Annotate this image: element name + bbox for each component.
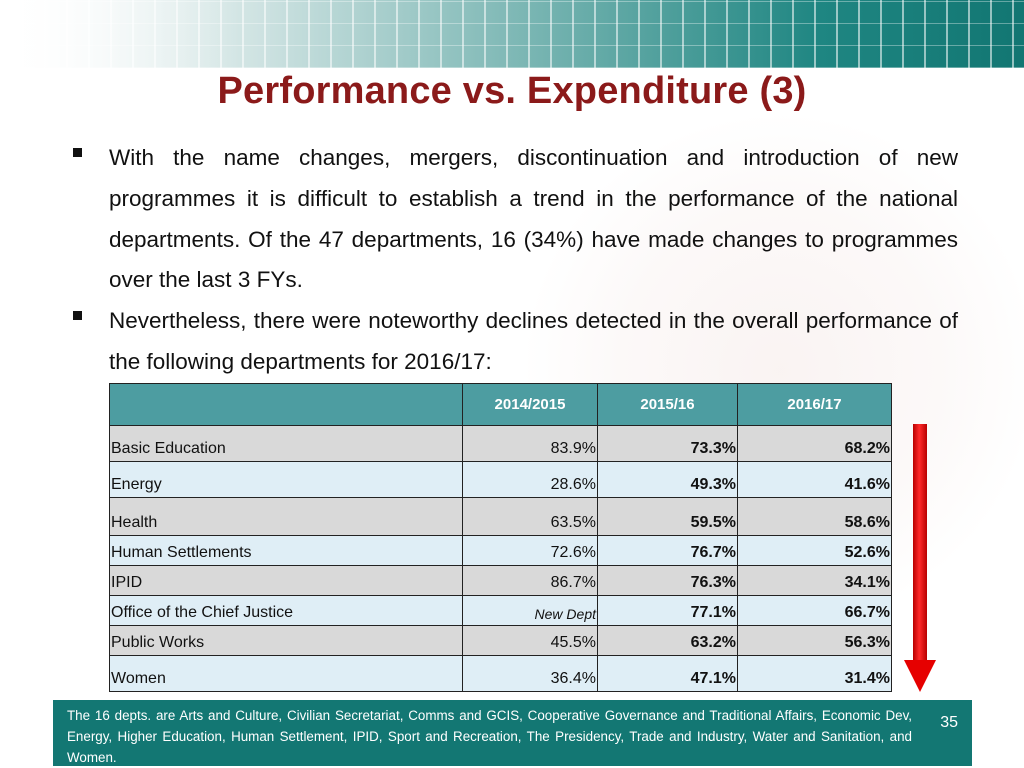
value-2016-17: 56.3% (737, 625, 892, 656)
value-2015-16: 73.3% (597, 425, 738, 462)
slide-title: Performance vs. Expenditure (3) (217, 70, 807, 112)
value-2016-17: 34.1% (737, 565, 892, 596)
value-2015-16: 77.1% (597, 595, 738, 626)
value-2015-16: 47.1% (597, 655, 738, 692)
table-row: Human Settlements 72.6% 76.7% 52.6% (109, 535, 892, 566)
value-2014-2015: 86.7% (462, 565, 598, 596)
table-header-row: 2014/2015 2015/16 2016/17 (109, 383, 892, 426)
value-2015-16: 76.7% (597, 535, 738, 566)
value-2015-16: 76.3% (597, 565, 738, 596)
value-2014-2015: 36.4% (462, 655, 598, 692)
performance-table: 2014/2015 2015/16 2016/17 Basic Educatio… (109, 383, 892, 692)
square-bullet-icon (73, 148, 82, 157)
column-header-2015-16: 2015/16 (597, 383, 738, 426)
department-name: Women (109, 655, 463, 692)
value-2016-17: 58.6% (737, 497, 892, 536)
department-name: Human Settlements (109, 535, 463, 566)
value-2014-2015: 83.9% (462, 425, 598, 462)
footer-note-box: The 16 depts. are Arts and Culture, Civi… (53, 700, 972, 766)
column-header-department (109, 383, 463, 426)
value-2016-17: 31.4% (737, 655, 892, 692)
value-2014-2015: 28.6% (462, 461, 598, 498)
table-row: Women 36.4% 47.1% 31.4% (109, 655, 892, 692)
value-2015-16: 49.3% (597, 461, 738, 498)
bullet-item: Nevertheless, there were noteworthy decl… (72, 301, 958, 383)
down-arrow-icon (904, 424, 936, 692)
page-number: 35 (940, 714, 958, 731)
department-name: Office of the Chief Justice (109, 595, 463, 626)
department-name: IPID (109, 565, 463, 596)
bullet-text: With the name changes, mergers, disconti… (109, 145, 958, 293)
department-name: Health (109, 497, 463, 536)
table-row: Office of the Chief Justice New Dept 77.… (109, 595, 892, 626)
table-row: Public Works 45.5% 63.2% 56.3% (109, 625, 892, 656)
value-2016-17: 52.6% (737, 535, 892, 566)
table-row: Energy 28.6% 49.3% 41.6% (109, 461, 892, 498)
footer-note-text: The 16 depts. are Arts and Culture, Civi… (67, 708, 912, 765)
value-2016-17: 68.2% (737, 425, 892, 462)
column-header-2016-17: 2016/17 (737, 383, 892, 426)
value-2014-2015: New Dept (462, 595, 598, 626)
value-2015-16: 59.5% (597, 497, 738, 536)
table-row: Health 63.5% 59.5% 58.6% (109, 497, 892, 536)
value-2014-2015: 72.6% (462, 535, 598, 566)
value-2014-2015: 63.5% (462, 497, 598, 536)
value-2015-16: 63.2% (597, 625, 738, 656)
square-bullet-icon (73, 311, 82, 321)
column-header-2014-2015: 2014/2015 (462, 383, 598, 426)
department-name: Basic Education (109, 425, 463, 462)
bullet-text: Nevertheless, there were noteworthy decl… (109, 308, 958, 374)
value-2016-17: 66.7% (737, 595, 892, 626)
value-2016-17: 41.6% (737, 461, 892, 498)
bullet-list: With the name changes, mergers, disconti… (72, 138, 958, 383)
bullet-item: With the name changes, mergers, disconti… (72, 138, 958, 301)
value-2014-2015: 45.5% (462, 625, 598, 656)
table-row: IPID 86.7% 76.3% 34.1% (109, 565, 892, 596)
department-name: Public Works (109, 625, 463, 656)
header-banner-fade (0, 0, 240, 68)
department-name: Energy (109, 461, 463, 498)
table-row: Basic Education 83.9% 73.3% 68.2% (109, 425, 892, 462)
